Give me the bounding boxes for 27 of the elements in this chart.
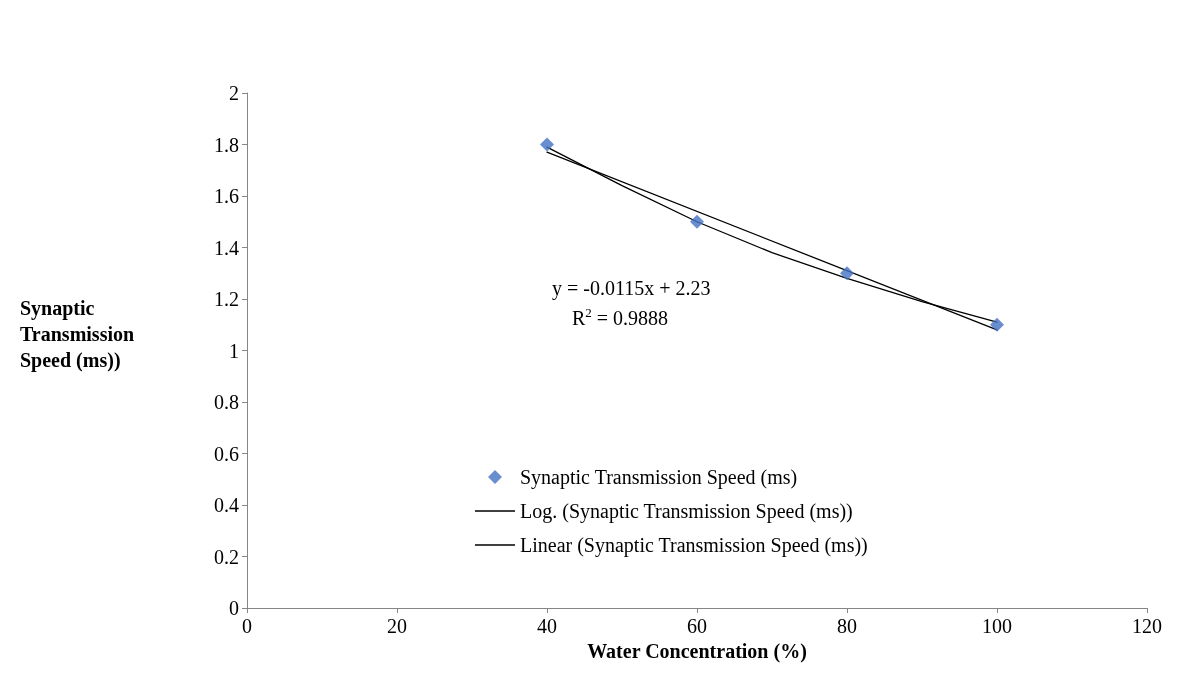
point bbox=[540, 137, 554, 152]
y-tick-label: 0.6 bbox=[214, 442, 239, 465]
y-tick-label: 1.8 bbox=[214, 133, 239, 156]
y-tick-label: 2 bbox=[229, 82, 239, 104]
x-tick-label: 120 bbox=[1132, 615, 1162, 637]
x-tick-label: 60 bbox=[687, 615, 707, 637]
y-tick-label: 0.8 bbox=[214, 391, 239, 413]
x-axis-title: Water Concentration (%) bbox=[587, 639, 807, 663]
point bbox=[840, 266, 854, 281]
y-tick-label: 0.2 bbox=[214, 545, 239, 568]
legend-label: Linear (Synaptic Transmission Speed (ms)) bbox=[520, 534, 868, 557]
y-tick-label: 1 bbox=[229, 339, 239, 362]
y-tick-label: 1.4 bbox=[214, 236, 239, 259]
x-tick-label: 20 bbox=[387, 615, 407, 637]
x-tick-label: 40 bbox=[537, 615, 557, 637]
point bbox=[990, 317, 1004, 332]
point bbox=[690, 214, 704, 229]
y-axis-title: Synaptic Transmission Speed (ms)) bbox=[20, 297, 140, 372]
legend-label: Synaptic Transmission Speed (ms) bbox=[520, 466, 798, 489]
y-tick-label: 0.4 bbox=[214, 494, 239, 516]
y-tick-label: 0 bbox=[229, 597, 239, 619]
y-tick-label: 1.2 bbox=[214, 288, 239, 310]
x-tick-label: 100 bbox=[982, 615, 1012, 637]
y-tick-label: 1.6 bbox=[214, 185, 239, 207]
x-tick-label: 80 bbox=[837, 615, 857, 637]
legend-label: Log. (Synaptic Transmission Speed (ms)) bbox=[520, 500, 853, 523]
annotation: y = -0.0115x + 2.23 bbox=[552, 277, 711, 300]
